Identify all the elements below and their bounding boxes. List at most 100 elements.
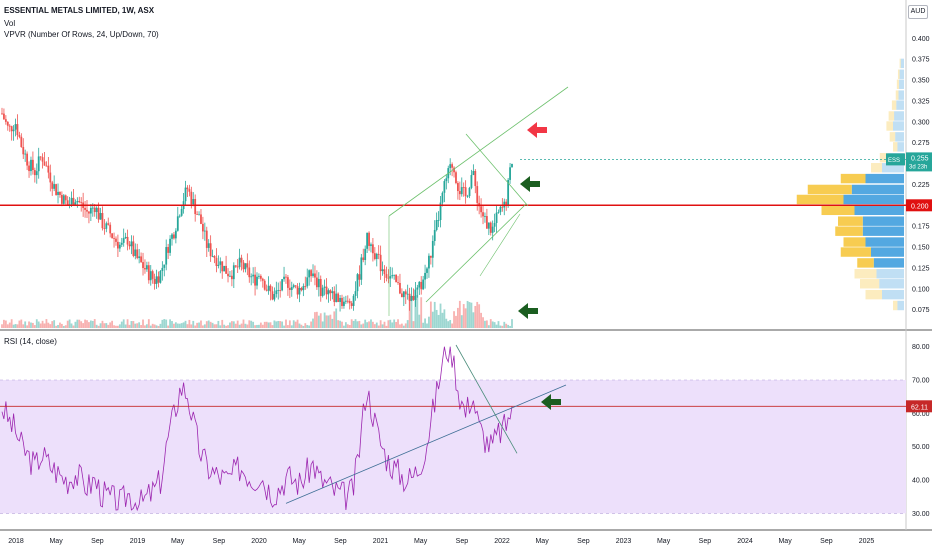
candle-body — [252, 274, 255, 277]
candle-body — [484, 216, 486, 217]
volume-bar — [267, 322, 270, 328]
volume-bar — [258, 324, 260, 328]
volume-bar — [14, 324, 17, 328]
volume-bar — [292, 320, 295, 328]
volume-bar — [377, 325, 380, 328]
candle-body — [358, 274, 361, 280]
volume-bar — [343, 325, 345, 328]
candle-body — [379, 254, 382, 272]
volume-bar — [348, 325, 351, 328]
volume-bar — [304, 323, 307, 328]
volume-bar — [232, 321, 235, 328]
candle-body — [200, 214, 202, 224]
volume-bar — [107, 324, 110, 328]
candle-body — [64, 195, 67, 201]
rsi-indicator-label[interactable]: RSI (14, close) — [4, 337, 57, 346]
candle-body — [445, 178, 448, 182]
volume-bar — [339, 320, 341, 328]
volume-profile-up-bar — [889, 132, 896, 142]
candle-body — [271, 291, 274, 300]
volume-profile-up-bar — [843, 237, 866, 247]
volume-profile-down-bar — [897, 142, 904, 152]
volume-bar — [97, 325, 100, 328]
candle-body — [66, 200, 69, 205]
candle-body — [420, 281, 423, 290]
candle-body — [47, 165, 50, 173]
rsi-tick-label: 60.00 — [912, 411, 930, 418]
volume-bar — [53, 320, 56, 328]
candle-body — [246, 263, 249, 268]
volume-bar — [395, 321, 397, 328]
candle-body — [198, 214, 200, 216]
candle-body — [443, 181, 446, 193]
candle-body — [157, 276, 160, 283]
candle-body — [493, 222, 496, 227]
currency-button[interactable]: AUD — [908, 5, 928, 19]
volume-bar — [227, 325, 229, 328]
channel-upper-line — [388, 86, 569, 217]
volume-bar — [180, 323, 183, 328]
candle-body — [302, 286, 305, 291]
time-tick-label: Sep — [820, 538, 833, 545]
candle-body — [333, 291, 336, 303]
volume-bar — [49, 324, 52, 328]
rsi-tick-label: 70.00 — [912, 378, 930, 385]
volume-bar — [281, 321, 284, 328]
volume-bar — [439, 303, 442, 328]
volume-bar — [449, 319, 452, 328]
volume-bar — [194, 325, 197, 328]
volume-bar — [4, 320, 7, 328]
candle-body — [101, 213, 104, 229]
candle-body — [381, 269, 384, 272]
candle-body — [165, 247, 168, 265]
volume-bar — [240, 323, 243, 328]
volume-bar — [273, 320, 276, 328]
volume-bar — [393, 319, 396, 328]
volume-bar — [43, 323, 46, 328]
candle-body — [91, 207, 94, 209]
time-tick-label: Sep — [456, 538, 469, 545]
candle-body — [399, 282, 401, 294]
candle-body — [184, 187, 187, 202]
candle-body — [397, 282, 399, 284]
volume-bar — [18, 320, 21, 328]
candle-body — [368, 232, 370, 246]
volume-bar — [294, 321, 297, 328]
volume-profile-down-bar — [899, 79, 904, 89]
candle-body — [173, 234, 175, 239]
volume-bar — [252, 321, 255, 328]
volume-profile-down-bar — [879, 279, 904, 289]
volume-bar — [165, 319, 168, 328]
volume-bar — [238, 324, 241, 328]
candle-body — [424, 272, 426, 280]
volume-bar — [460, 315, 463, 328]
vpvr-indicator-label[interactable]: VPVR (Number Of Rows, 24, Up/Down, 70) — [4, 30, 159, 39]
volume-bar — [24, 321, 27, 328]
time-tick-label: May — [292, 538, 306, 545]
candle-body — [269, 285, 272, 292]
candle-body — [51, 182, 54, 189]
volume-profile-down-bar — [871, 247, 904, 257]
volume-bar — [74, 321, 77, 328]
candle-body — [230, 275, 233, 280]
volume-profile-up-bar — [895, 90, 899, 100]
volume-bar — [462, 304, 465, 328]
volume-bar — [300, 324, 303, 328]
volume-bar — [404, 323, 407, 328]
volume-bar — [325, 315, 328, 328]
volume-bar — [362, 323, 365, 328]
volume-bar — [402, 325, 405, 328]
candle-body — [149, 271, 152, 281]
price-tick-label: 0.350 — [912, 78, 930, 85]
candle-body — [72, 197, 75, 206]
volume-bar — [410, 299, 413, 328]
volume-bar — [219, 325, 222, 328]
candle-body — [86, 209, 88, 212]
vol-indicator-label[interactable]: Vol — [4, 19, 16, 28]
volume-bar — [256, 324, 258, 328]
wedge-top-line — [465, 133, 529, 207]
volume-bar — [312, 318, 314, 328]
candle-body — [290, 287, 293, 290]
candle-body — [275, 290, 278, 295]
